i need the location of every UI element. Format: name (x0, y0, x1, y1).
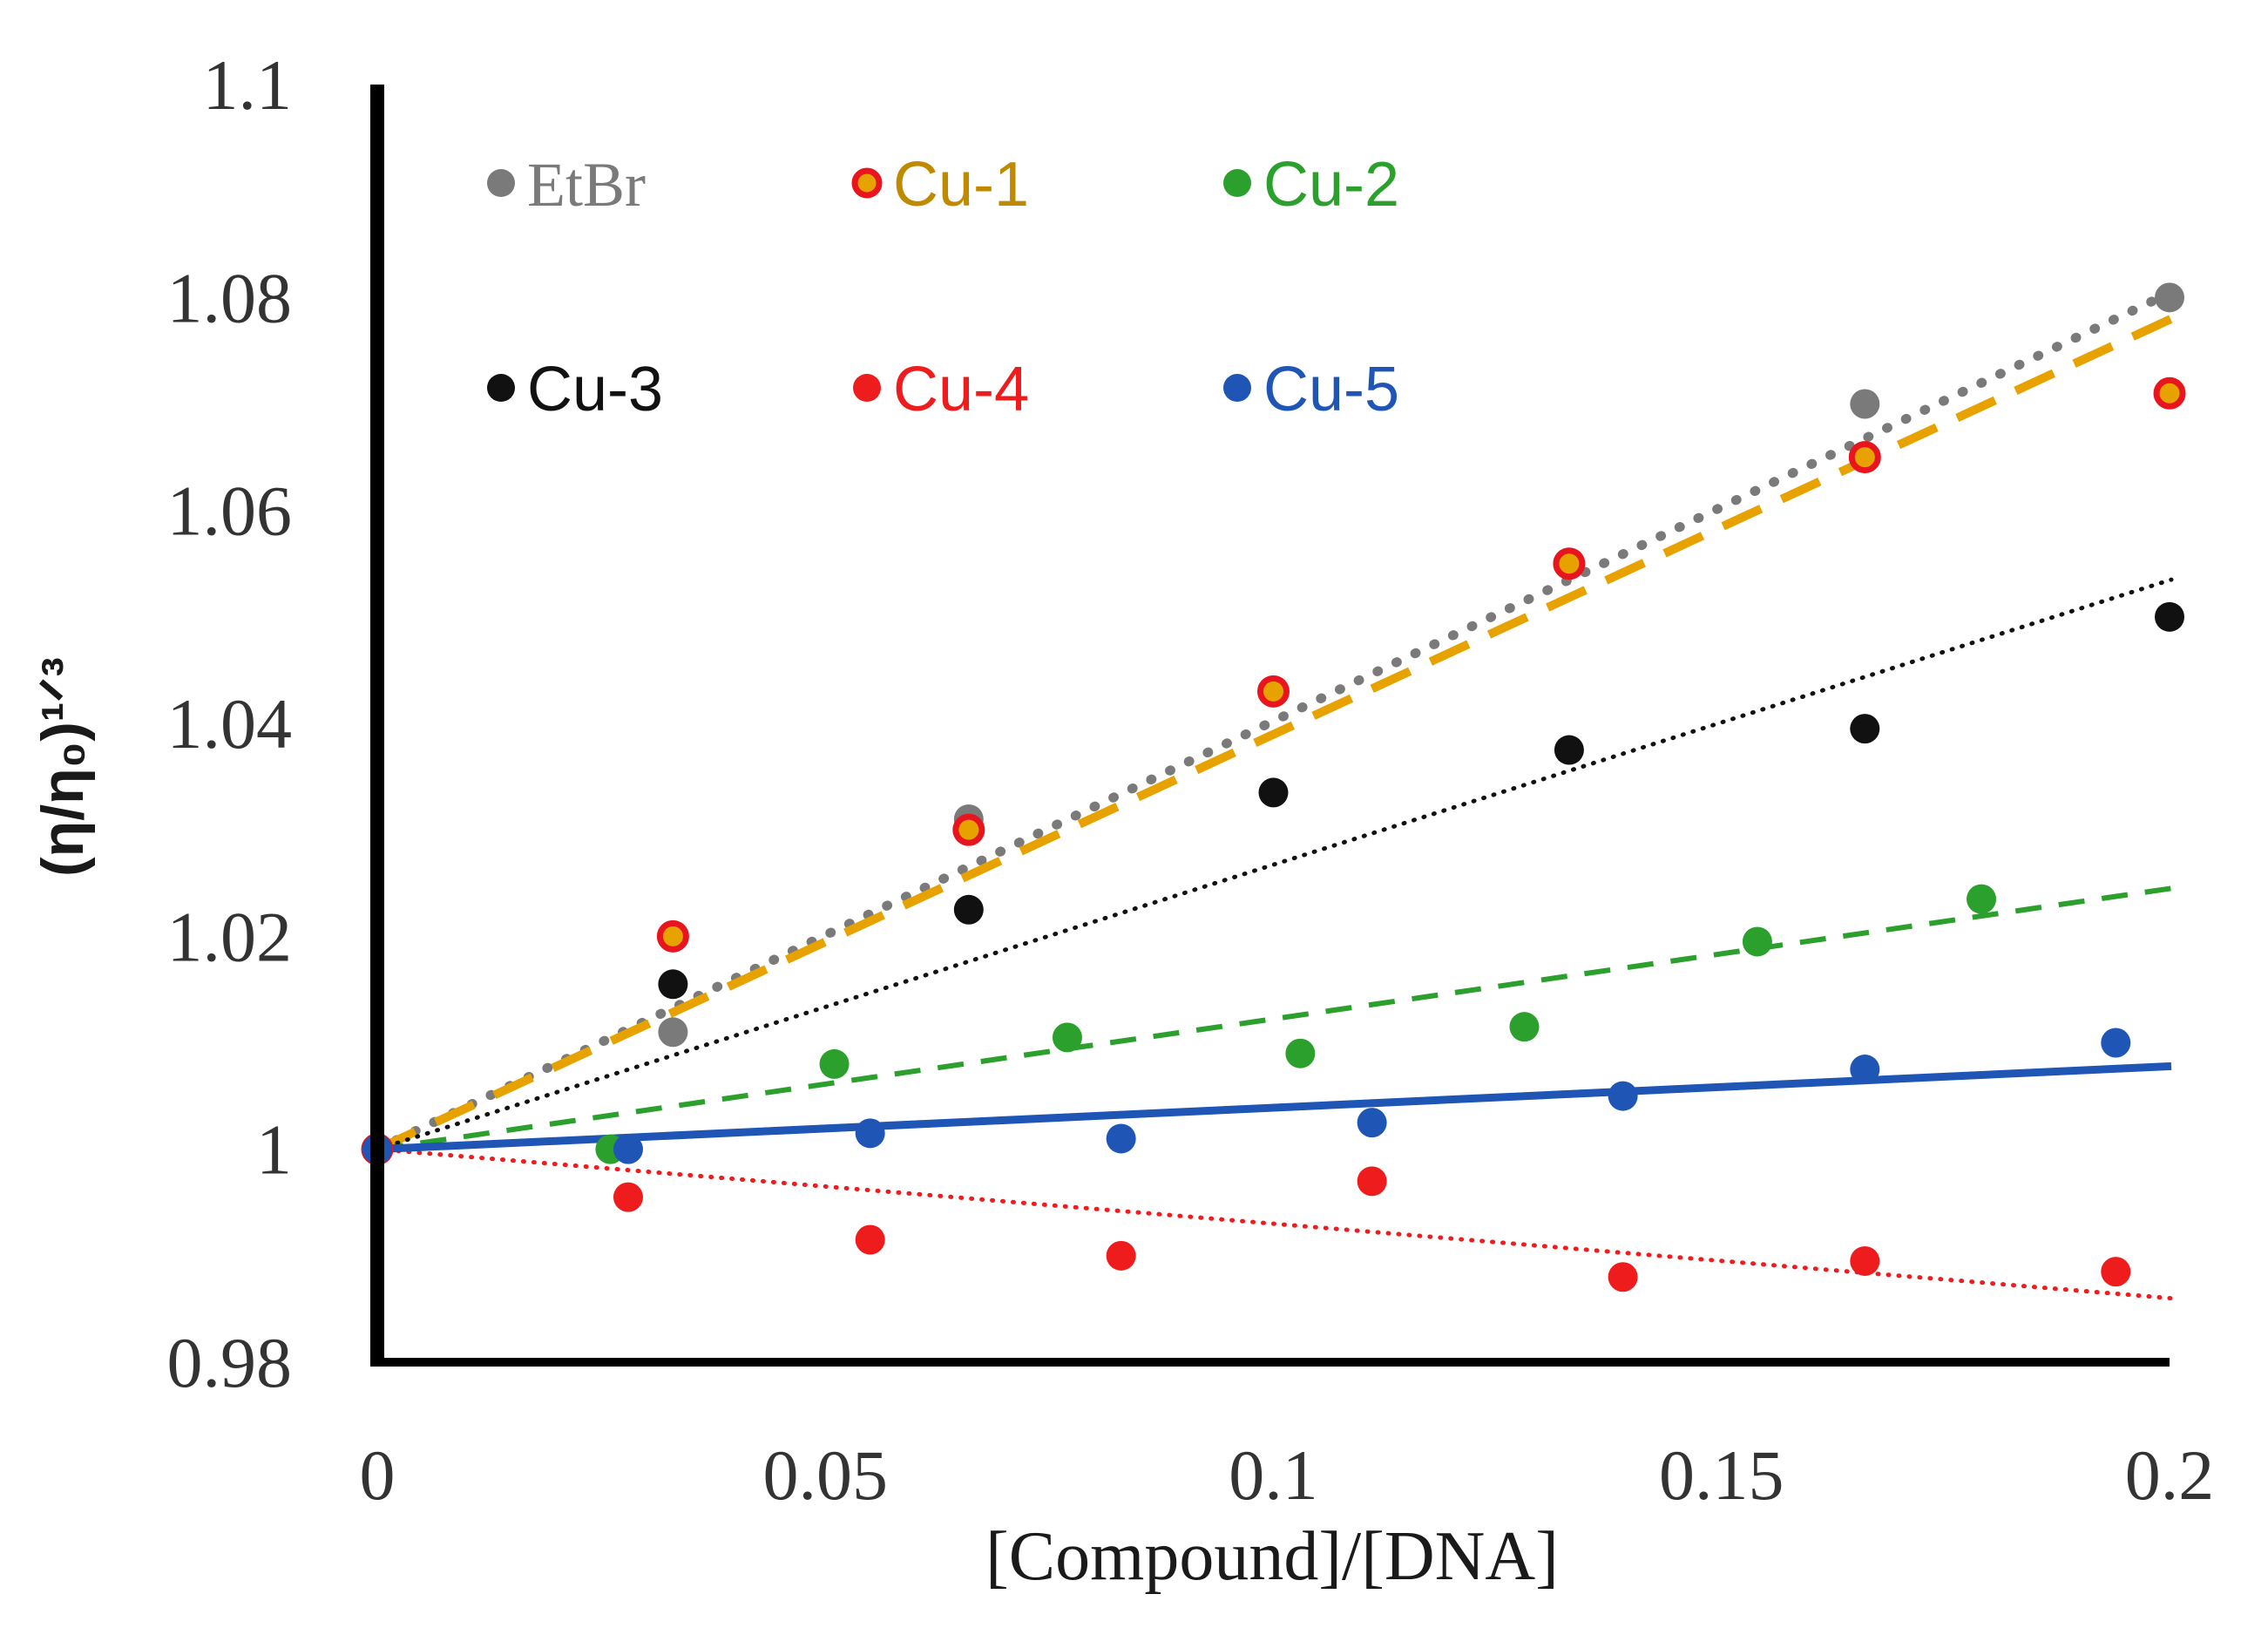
legend-label-cu-5: Cu-5 (1263, 355, 1399, 424)
legend-label-cu-2: Cu-2 (1263, 150, 1399, 220)
trendline-cu-3 (375, 577, 2174, 1152)
x-tick-labels: 0 0.05 0.1 0.15 0.2 (360, 1435, 2215, 1515)
x-tick-label: 0.15 (1659, 1435, 1784, 1515)
point-cu-2 (1052, 1022, 1082, 1053)
data-points (361, 282, 2186, 1292)
point-cu-3 (1850, 714, 1880, 744)
x-axis-label: [Compound]/[DNA] (985, 1518, 1559, 1595)
point-cu-2 (1285, 1038, 1316, 1068)
y-tick-label: 1 (256, 1110, 292, 1190)
point-cu-5 (1850, 1055, 1880, 1085)
legend-label-cu-3: Cu-3 (527, 355, 663, 424)
point-cu-2 (819, 1048, 850, 1079)
legend-marker-cu-3 (487, 374, 515, 402)
legend-label-etbr: EtBr (527, 150, 646, 220)
legend: EtBr Cu-1 Cu-2 Cu-3 Cu-4 Cu-5 (487, 150, 1399, 424)
point-cu-5 (1106, 1123, 1136, 1154)
x-tick-label: 0.05 (763, 1435, 889, 1515)
point-cu-3 (658, 969, 688, 1000)
legend-marker-cu-1 (851, 167, 883, 199)
y-tick-label: 1.1 (203, 45, 293, 125)
legend-label-cu-1: Cu-1 (893, 150, 1029, 220)
point-cu-3 (1554, 735, 1584, 765)
point-cu-2 (1509, 1012, 1540, 1042)
point-cu-2 (1967, 884, 1997, 914)
point-cu-4 (2101, 1257, 2131, 1287)
y-tick-label: 0.98 (167, 1323, 293, 1402)
legend-marker-etbr (487, 169, 515, 197)
legend-marker-cu-5 (1223, 374, 1251, 402)
point-cu-1 (656, 919, 689, 953)
point-cu-5 (613, 1134, 643, 1164)
y-tick-label: 1.06 (167, 471, 293, 551)
point-cu-4 (1608, 1262, 1638, 1292)
point-cu-5 (1608, 1081, 1638, 1111)
point-etbr (1850, 389, 1880, 419)
legend-marker-cu-2 (1223, 169, 1251, 197)
legend-label-cu-4: Cu-4 (893, 355, 1029, 424)
point-cu-4 (855, 1224, 885, 1255)
axes (370, 85, 2170, 1367)
x-tick-label: 0.2 (2125, 1435, 2215, 1515)
point-cu-5 (1357, 1108, 1387, 1138)
point-cu-4 (1357, 1166, 1387, 1197)
point-cu-5 (855, 1118, 885, 1149)
point-cu-3 (2155, 601, 2184, 632)
point-cu-5 (2101, 1028, 2131, 1058)
y-tick-label: 1.04 (167, 684, 293, 763)
point-cu-3 (1258, 777, 1289, 808)
y-tick-labels: 0.98 1 1.02 1.04 1.06 1.08 1.1 (167, 45, 293, 1402)
point-cu-1 (1553, 547, 1586, 580)
point-etbr (658, 1017, 688, 1048)
x-tick-label: 0.1 (1229, 1435, 1318, 1515)
point-cu-4 (1850, 1245, 1880, 1276)
point-cu-4 (613, 1182, 643, 1212)
point-cu-1 (1848, 441, 1881, 474)
point-cu-1 (1257, 675, 1290, 708)
legend-marker-cu-4 (853, 374, 881, 402)
trendline-cu-1 (375, 315, 2174, 1154)
y-tick-label: 1.08 (167, 258, 293, 337)
point-cu-1 (952, 813, 985, 846)
point-cu-2 (1742, 926, 1772, 957)
trendline-cu-4 (375, 1147, 2174, 1301)
point-cu-1 (2153, 376, 2186, 410)
x-tick-label: 0 (360, 1435, 396, 1515)
y-tick-label: 1.02 (167, 897, 293, 976)
point-cu-3 (953, 894, 984, 925)
y-axis-label: (η/η₀)¹ᐟ³ (30, 657, 96, 877)
point-cu-4 (1106, 1240, 1136, 1271)
point-etbr (2155, 282, 2184, 313)
